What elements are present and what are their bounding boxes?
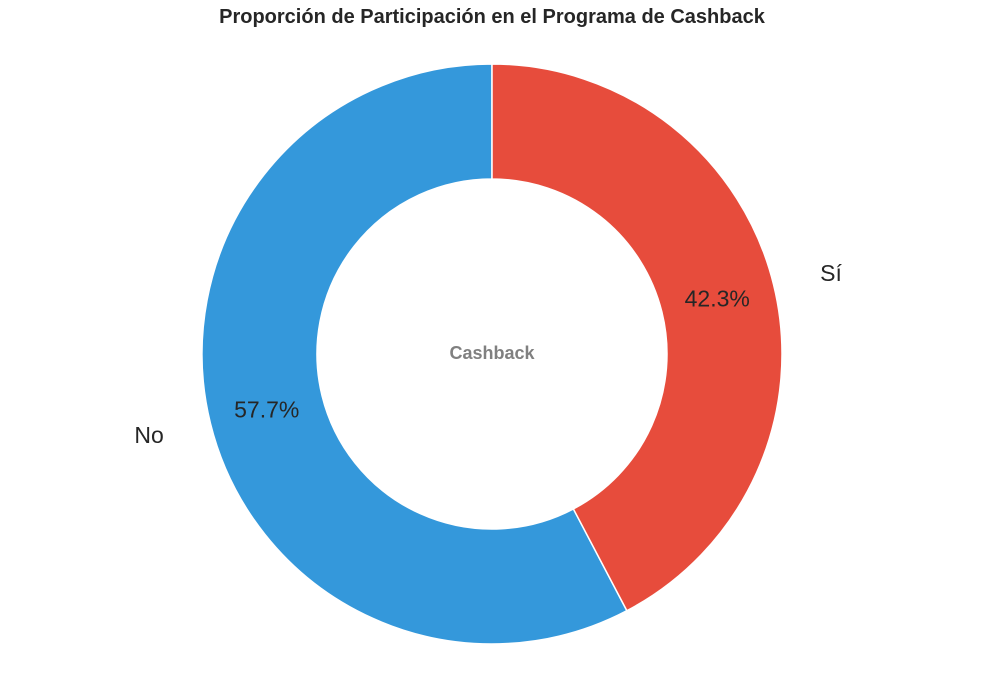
category-label-si: Sí bbox=[820, 260, 842, 286]
slice-si bbox=[491, 63, 783, 612]
center-label: Cashback bbox=[449, 343, 535, 363]
slices-layer bbox=[201, 63, 783, 645]
pct-label-no: 57.7% bbox=[234, 397, 299, 423]
slice-no bbox=[201, 63, 628, 645]
labels-layer: 57.7% No 42.3% Sí bbox=[134, 260, 842, 448]
chart-title: Proporción de Participación en el Progra… bbox=[219, 6, 765, 28]
category-label-no: No bbox=[134, 422, 163, 448]
pct-label-si: 42.3% bbox=[685, 285, 750, 311]
